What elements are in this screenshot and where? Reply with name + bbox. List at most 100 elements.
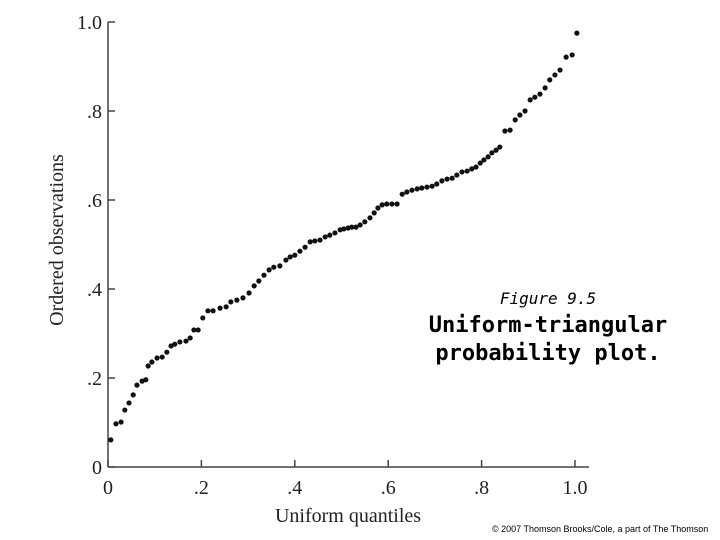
x-tick-label: .8 xyxy=(474,477,489,499)
point xyxy=(183,338,189,344)
point xyxy=(552,72,558,78)
point xyxy=(409,187,415,193)
point xyxy=(327,232,333,238)
point xyxy=(419,185,425,191)
point xyxy=(287,254,293,260)
point xyxy=(362,219,368,225)
footer: © 2007 Thomson Brooks/Cole, a part of Th… xyxy=(492,524,708,534)
point xyxy=(517,112,523,118)
point xyxy=(149,359,155,365)
y-tick-label: .2 xyxy=(87,368,102,390)
y-axis-label: Ordered observations xyxy=(46,154,68,326)
point xyxy=(118,419,124,425)
point xyxy=(126,400,132,406)
point xyxy=(512,117,518,123)
point xyxy=(246,290,252,296)
point xyxy=(261,272,267,278)
point xyxy=(485,154,491,160)
x-tick-label: .4 xyxy=(287,477,302,499)
point xyxy=(322,234,328,240)
point xyxy=(191,327,197,333)
point xyxy=(489,150,495,156)
point xyxy=(130,392,136,398)
point xyxy=(223,304,229,310)
point xyxy=(424,184,430,190)
point xyxy=(172,341,178,347)
point xyxy=(341,226,347,232)
point xyxy=(113,421,119,427)
point xyxy=(108,437,114,443)
point xyxy=(312,238,318,244)
x-tick-label: 0 xyxy=(103,477,113,499)
y-tick-label: .8 xyxy=(87,101,102,123)
point xyxy=(177,339,183,345)
point xyxy=(399,191,405,197)
point xyxy=(159,354,165,360)
point xyxy=(527,97,533,103)
point xyxy=(497,144,503,150)
point xyxy=(493,147,499,153)
x-tick-label: .2 xyxy=(194,477,209,499)
point xyxy=(434,181,440,187)
x-tick-label: .6 xyxy=(381,477,396,499)
point xyxy=(283,257,289,263)
point xyxy=(449,175,455,181)
point xyxy=(134,382,140,388)
point xyxy=(557,67,563,73)
point xyxy=(459,169,465,175)
point xyxy=(349,224,355,230)
point xyxy=(271,264,277,270)
point xyxy=(357,222,363,228)
point xyxy=(145,363,151,369)
point xyxy=(332,230,338,236)
point xyxy=(389,201,395,207)
point xyxy=(569,52,575,58)
point xyxy=(429,183,435,189)
point xyxy=(205,308,211,314)
point xyxy=(217,305,223,311)
annotation-line: Uniform-triangular xyxy=(429,313,667,338)
point xyxy=(210,308,216,314)
figure-caption: Figure 9.5 xyxy=(500,289,596,308)
point xyxy=(414,186,420,192)
point xyxy=(367,215,373,221)
point xyxy=(297,248,303,254)
x-tick-label: 1.0 xyxy=(562,477,587,499)
point xyxy=(371,210,377,216)
point xyxy=(469,166,475,172)
point xyxy=(240,295,246,301)
point xyxy=(122,407,128,413)
point xyxy=(473,164,479,170)
point xyxy=(251,283,257,289)
point xyxy=(234,297,240,303)
point xyxy=(444,176,450,182)
point xyxy=(256,278,262,284)
y-tick-label: 0 xyxy=(92,457,102,479)
point xyxy=(375,205,381,211)
point xyxy=(317,237,323,243)
point xyxy=(187,335,193,341)
point xyxy=(307,239,313,245)
point xyxy=(379,202,385,208)
y-tick-label: .6 xyxy=(87,190,102,212)
point xyxy=(384,201,390,207)
point xyxy=(143,377,149,383)
point xyxy=(537,91,543,97)
x-axis-label: Uniform quantiles xyxy=(275,505,421,527)
point xyxy=(228,299,234,305)
point xyxy=(547,77,553,83)
point xyxy=(481,157,487,163)
point xyxy=(154,355,160,361)
point xyxy=(542,85,548,91)
point xyxy=(574,30,580,36)
y-tick-label: 1.0 xyxy=(77,12,102,34)
point xyxy=(502,128,508,134)
point xyxy=(563,54,569,60)
point xyxy=(302,244,308,250)
point xyxy=(277,263,283,269)
point xyxy=(464,168,470,174)
point xyxy=(394,201,400,207)
point xyxy=(532,94,538,100)
point xyxy=(477,160,483,166)
